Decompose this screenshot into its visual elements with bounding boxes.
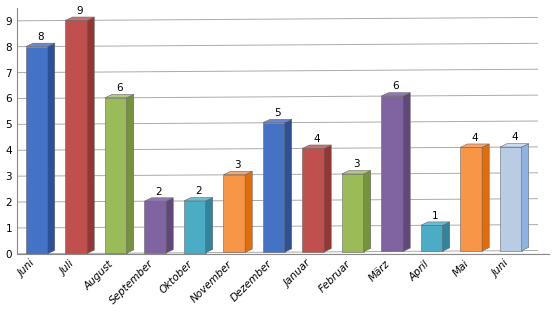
Polygon shape [342, 174, 364, 252]
Polygon shape [500, 147, 522, 251]
Polygon shape [144, 198, 173, 201]
Text: 2: 2 [195, 186, 201, 196]
Polygon shape [482, 144, 489, 251]
Text: 2: 2 [155, 187, 162, 197]
Polygon shape [105, 95, 134, 98]
Polygon shape [144, 201, 166, 253]
Polygon shape [87, 17, 94, 253]
Polygon shape [302, 145, 331, 148]
Polygon shape [381, 96, 403, 251]
Text: 6: 6 [392, 81, 399, 91]
Text: 4: 4 [314, 134, 320, 144]
Text: 4: 4 [511, 132, 518, 142]
Polygon shape [364, 171, 371, 252]
Text: 3: 3 [235, 160, 241, 170]
Polygon shape [105, 98, 127, 253]
Polygon shape [184, 201, 206, 253]
Polygon shape [127, 95, 134, 253]
Polygon shape [245, 171, 252, 252]
Polygon shape [26, 43, 55, 46]
Polygon shape [421, 222, 450, 225]
Polygon shape [302, 148, 324, 252]
Polygon shape [461, 144, 489, 147]
Polygon shape [442, 222, 450, 251]
Polygon shape [381, 93, 410, 96]
Polygon shape [48, 43, 55, 254]
Polygon shape [324, 145, 331, 252]
Polygon shape [461, 147, 482, 251]
Text: 3: 3 [353, 159, 360, 169]
Text: 8: 8 [37, 32, 44, 42]
Text: 6: 6 [116, 83, 123, 93]
Polygon shape [206, 197, 213, 253]
Polygon shape [421, 225, 442, 251]
Text: 1: 1 [432, 211, 438, 221]
Polygon shape [26, 46, 48, 254]
Polygon shape [500, 144, 529, 147]
Polygon shape [263, 123, 285, 252]
Polygon shape [342, 171, 371, 174]
Polygon shape [224, 171, 252, 175]
Polygon shape [65, 20, 87, 253]
Polygon shape [403, 93, 410, 251]
Polygon shape [285, 119, 292, 252]
Text: 4: 4 [472, 133, 478, 143]
Polygon shape [224, 175, 245, 252]
Polygon shape [263, 119, 292, 123]
Text: 9: 9 [77, 6, 83, 16]
Polygon shape [166, 198, 173, 253]
Polygon shape [522, 144, 529, 251]
Text: 5: 5 [274, 108, 281, 118]
Polygon shape [184, 197, 213, 201]
Polygon shape [65, 17, 94, 20]
